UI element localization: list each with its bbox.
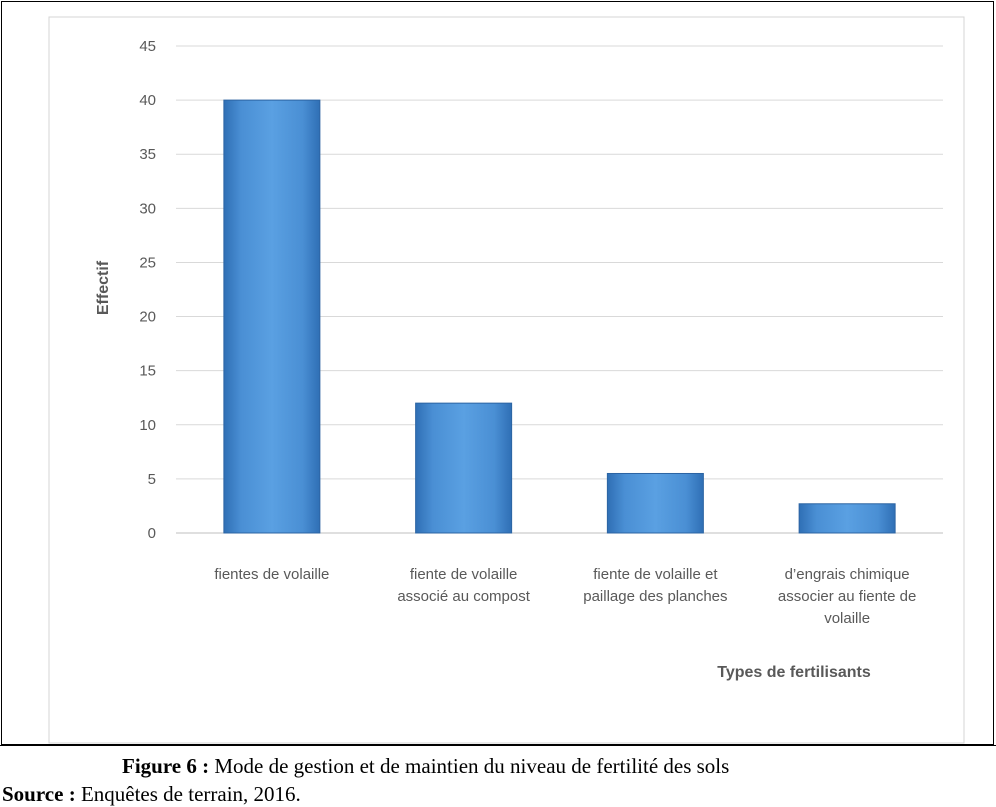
- source-label: Source :: [2, 782, 76, 806]
- figure-caption: Figure 6 : Mode de gestion et de maintie…: [122, 754, 729, 779]
- y-tick-label: 30: [139, 200, 156, 217]
- bar: [223, 99, 321, 534]
- category-label-line: fiente de volaille et: [593, 566, 718, 583]
- category-label-line: paillage des planches: [583, 588, 727, 605]
- category-label-line: volaille: [824, 610, 870, 627]
- bar: [415, 402, 513, 534]
- bars: [223, 99, 896, 534]
- y-axis-title: Effectif: [95, 260, 112, 315]
- chart-area-border: [48, 16, 965, 744]
- source-text: Enquêtes de terrain, 2016.: [75, 782, 301, 806]
- x-axis-title: Types de fertilisants: [717, 664, 871, 681]
- y-tick-label: 45: [139, 38, 156, 55]
- y-tick-label: 20: [139, 309, 156, 326]
- y-tick-label: 5: [148, 471, 156, 488]
- figure-text: Mode de gestion et de maintien du niveau…: [209, 754, 730, 778]
- category-label-line: d’engrais chimique: [785, 566, 910, 583]
- category-label: fiente de volaille et paillage des planch…: [583, 566, 727, 605]
- category-label: fientes de volaille: [214, 566, 329, 583]
- bar: [606, 472, 704, 534]
- y-tick-label: 10: [139, 417, 156, 434]
- category-label-line: associer au fiente de: [778, 588, 916, 605]
- category-label-line: fiente de volaille: [410, 566, 518, 583]
- category-label-line: fientes de volaille: [214, 566, 329, 583]
- figure-label: Figure 6 :: [122, 754, 210, 778]
- category-label: fiente de volaille associé au compost: [397, 566, 530, 605]
- y-tick-label: 40: [139, 92, 156, 109]
- y-tick-label: 15: [139, 363, 156, 380]
- category-label-line: associé au compost: [397, 588, 530, 605]
- y-tick-label: 35: [139, 146, 156, 163]
- category-labels: fientes de volaille fiente de volaille ass…: [214, 566, 916, 627]
- caption-divider: [0, 745, 996, 746]
- category-label: d’engrais chimique associer au fiente de v…: [778, 566, 916, 627]
- y-tick-label: 0: [148, 525, 156, 542]
- bar: [798, 503, 896, 534]
- source-caption: Source : Enquêtes de terrain, 2016.: [2, 782, 301, 807]
- y-tick-label: 25: [139, 254, 156, 271]
- y-tick-labels: 0 5 10 15 20 25 30 35 40 45: [139, 38, 156, 542]
- figure-frame: [1, 1, 994, 745]
